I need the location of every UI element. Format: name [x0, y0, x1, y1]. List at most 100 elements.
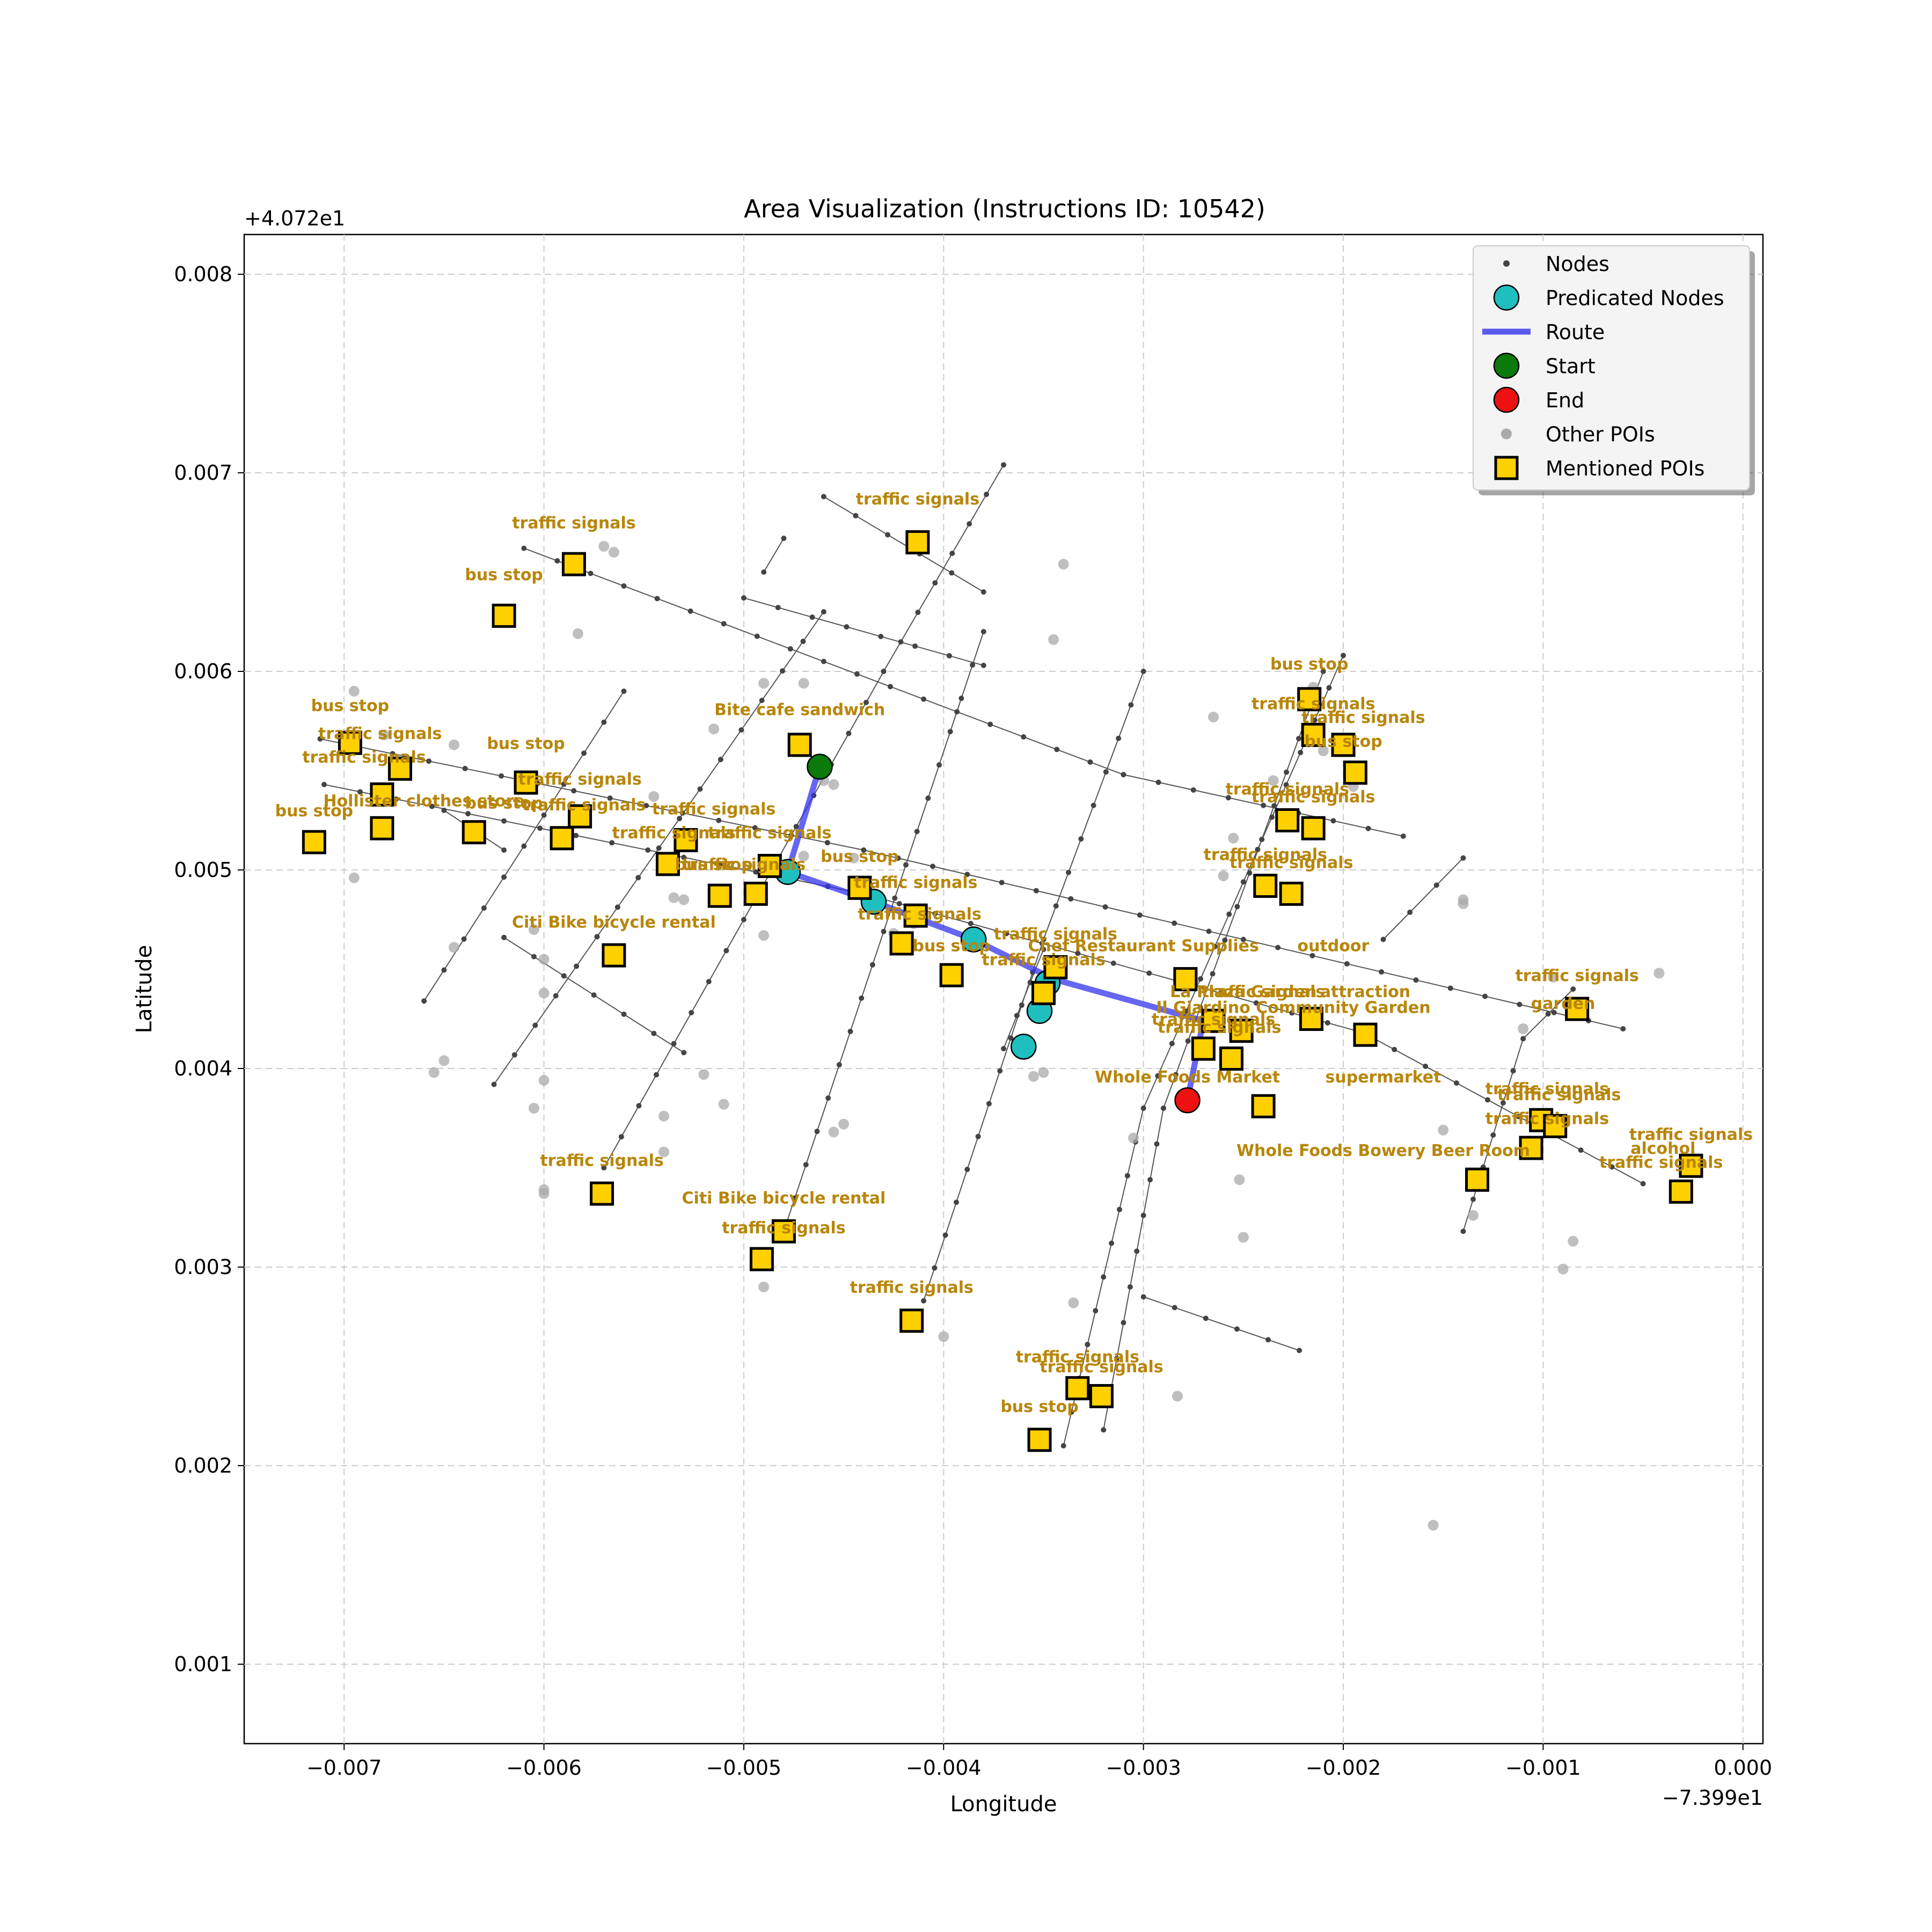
x-axis-ticks: −0.007 −0.006 −0.005 −0.004 −0.003 −0.002 −0.0… [306, 1744, 1772, 1780]
node-dot [932, 911, 938, 917]
node-dot [954, 709, 960, 715]
other-poi-dot [758, 1282, 770, 1292]
poi-label: traffic signals [1515, 967, 1638, 985]
other-poi-dot [698, 1069, 709, 1080]
node-dot [932, 1265, 938, 1271]
node-dot [930, 863, 935, 869]
node-dot [594, 934, 600, 940]
node-dot [1261, 802, 1267, 808]
node-dot [896, 901, 902, 906]
node-dot [321, 781, 327, 787]
node-dot [717, 862, 723, 868]
node-dot [846, 730, 852, 736]
mentioned-poi-square [387, 756, 412, 781]
node-dot [656, 845, 662, 851]
y-tick-label: 0.001 [174, 1652, 232, 1676]
node-dot [861, 847, 867, 853]
node-dot [645, 847, 651, 853]
mentioned-poi-square [370, 782, 394, 807]
other-poi-dot [708, 723, 720, 735]
other-poi-dot [1318, 745, 1329, 756]
poi-label: traffic signals [856, 490, 979, 509]
mentioned-poi-square [561, 552, 586, 576]
node-dot [1225, 795, 1231, 801]
node-dot [1001, 1046, 1006, 1051]
poi-label: attraction [1320, 983, 1410, 1001]
node-dot [1298, 750, 1304, 756]
poi-label: traffic signals [1152, 1011, 1275, 1029]
node-dot [618, 1134, 624, 1140]
other-poi-dot [1228, 832, 1239, 844]
node-dot [1413, 977, 1419, 983]
mentioned-poi-square [550, 826, 574, 851]
other-poi-dot [758, 678, 770, 689]
node-dot [792, 1195, 798, 1201]
node-dot [759, 698, 765, 704]
node-dot [1155, 1073, 1161, 1079]
node-dot [847, 1028, 853, 1034]
poi-label: traffic signals [1230, 853, 1353, 872]
node-dot [601, 719, 607, 725]
legend-circle-swatch [1493, 386, 1520, 413]
node-dot [1110, 960, 1116, 966]
node-dot [986, 1101, 992, 1107]
node-dot [970, 662, 976, 668]
node-dot [800, 639, 806, 645]
node-dot [1289, 1010, 1295, 1016]
poi-label: bus stop [465, 566, 543, 584]
node-dot [980, 662, 986, 668]
poi-label: traffic signals [302, 748, 426, 767]
y-tick-label: 0.006 [174, 660, 232, 683]
node-dot [949, 551, 955, 557]
node-dot [679, 810, 685, 816]
mentioned-poi-square [707, 883, 732, 908]
node-dot [821, 609, 826, 614]
other-poi-dot [1428, 1520, 1439, 1531]
mentioned-poi-square [492, 603, 516, 628]
node-dot [1640, 1181, 1646, 1187]
mentioned-poi-square [1275, 808, 1300, 832]
node-dot [1341, 653, 1346, 658]
poi-label: traffic signals [1204, 846, 1327, 865]
x-tick-label: −0.007 [306, 1756, 382, 1780]
other-poi-dot [428, 1067, 440, 1078]
node-dot [1210, 971, 1216, 977]
node-dot [1075, 950, 1081, 956]
node-dot [997, 1068, 1003, 1074]
mentioned-poi-square [1679, 1153, 1703, 1178]
node-dot [441, 967, 447, 973]
node-dot [1128, 702, 1134, 708]
node-dot [1275, 945, 1281, 950]
y-tick-label: 0.004 [174, 1057, 232, 1080]
mentioned-poi-square [1253, 874, 1278, 898]
node-dot [1284, 769, 1290, 775]
other-poi-dot [378, 729, 390, 741]
street-edge [1003, 949, 1044, 1049]
node-dot [775, 605, 781, 611]
other-poi-dot [678, 894, 690, 905]
node-dot [1169, 1041, 1175, 1046]
node-dot [1198, 976, 1204, 982]
other-poi-dot [658, 1110, 669, 1122]
node-dot [1183, 1008, 1189, 1014]
node-dot [721, 621, 727, 627]
node-dot [1545, 1011, 1551, 1017]
street-edge [743, 597, 984, 666]
node-dot [1134, 1248, 1140, 1254]
other-poi-dot [538, 954, 550, 965]
node-dot [481, 905, 487, 911]
other-poi-dot [828, 779, 839, 790]
other-poi-dot [1028, 1071, 1039, 1082]
node-dot [1212, 943, 1218, 949]
node-dot [1101, 1427, 1107, 1433]
node-dot [501, 847, 507, 853]
node-dot [953, 1199, 959, 1205]
node-dot [1490, 1132, 1496, 1138]
node-dot [462, 766, 468, 772]
node-dot [421, 998, 427, 1004]
mentioned-poi-square [1519, 1136, 1543, 1160]
node-dot [903, 862, 909, 868]
node-dot [753, 869, 759, 875]
node-dot [1407, 909, 1413, 915]
node-dot [878, 633, 884, 639]
